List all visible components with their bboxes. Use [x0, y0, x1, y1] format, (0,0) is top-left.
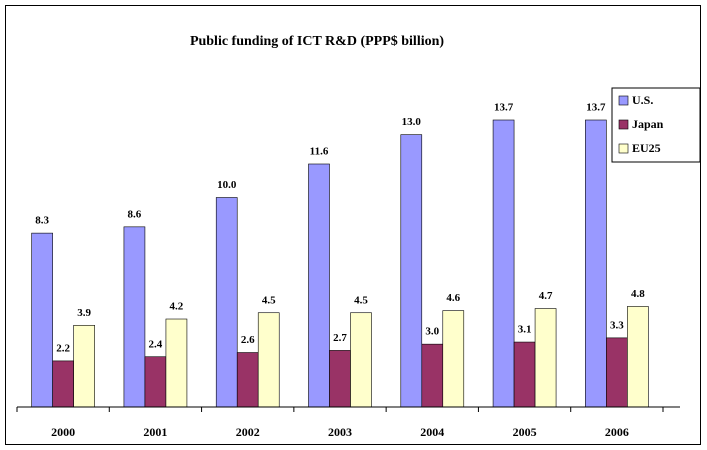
legend-swatch	[618, 143, 629, 154]
bar	[350, 312, 372, 408]
value-label: 4.7	[539, 290, 553, 302]
bar	[31, 232, 53, 408]
value-label: 13.7	[494, 102, 514, 114]
bar	[606, 337, 628, 408]
bar	[236, 352, 259, 408]
bar	[585, 119, 607, 408]
value-label: 2.6	[241, 334, 255, 346]
value-label: 4.5	[262, 294, 276, 306]
value-label: 11.6	[310, 146, 329, 158]
bar	[257, 312, 280, 408]
x-tick-label: 2001	[143, 425, 167, 439]
x-tick-label: 2004	[420, 425, 444, 439]
bar	[513, 341, 536, 408]
legend-label: U.S.	[632, 93, 653, 107]
legend-swatch	[618, 119, 629, 130]
legend-label: EU25	[632, 141, 661, 155]
bar	[442, 310, 465, 408]
legend-label: Japan	[632, 117, 664, 131]
x-tick-label: 2002	[236, 425, 260, 439]
legend-swatch	[618, 95, 629, 106]
bar	[144, 356, 167, 408]
bar	[627, 306, 649, 408]
value-label: 3.9	[77, 307, 91, 319]
chart-title: Public funding of ICT R&D (PPP$ billion)	[190, 34, 444, 49]
x-tick-label: 2003	[328, 425, 352, 439]
value-label: 2.2	[56, 342, 70, 354]
bar	[165, 318, 188, 408]
value-label: 8.6	[128, 208, 142, 220]
bar	[52, 360, 74, 408]
bar	[329, 350, 351, 408]
value-label: 3.0	[425, 326, 439, 338]
value-label: 13.7	[586, 102, 606, 114]
bar	[492, 119, 515, 408]
x-tick-label: 2006	[605, 425, 629, 439]
value-label: 2.4	[149, 338, 163, 350]
bar	[421, 343, 444, 408]
bar	[400, 134, 423, 408]
value-label: 3.1	[518, 324, 532, 336]
x-tick-label: 2000	[51, 425, 75, 439]
value-label: 10.0	[217, 179, 237, 191]
value-label: 4.2	[170, 301, 184, 313]
value-label: 4.6	[446, 292, 460, 304]
value-label: 4.8	[631, 288, 645, 300]
value-label: 13.0	[402, 116, 422, 128]
bar	[308, 163, 330, 408]
value-label: 4.5	[354, 294, 368, 306]
x-tick-label: 2005	[513, 425, 537, 439]
bar	[215, 197, 238, 408]
bar	[73, 324, 95, 408]
value-label: 3.3	[610, 319, 624, 331]
bar	[534, 308, 557, 408]
value-label: 8.3	[35, 215, 49, 227]
bar	[123, 226, 146, 408]
value-label: 2.7	[333, 332, 347, 344]
